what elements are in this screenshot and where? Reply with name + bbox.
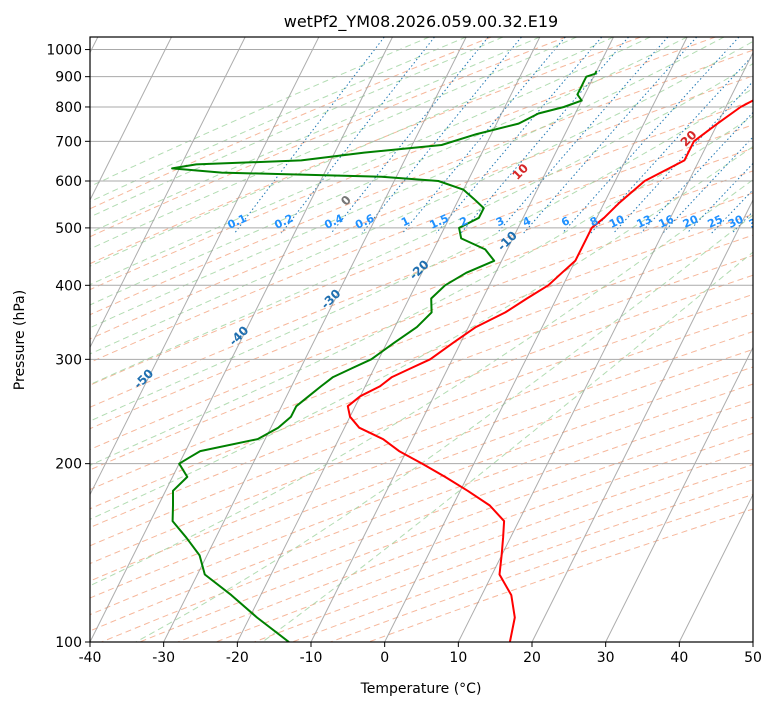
y-tick-label: 600 [55,174,82,190]
background-lines [0,37,775,642]
moist-adiabat [0,37,775,642]
dry-adiabat [0,37,775,642]
dry-adiabat [0,37,641,642]
mixing-ratio-label: 0.1 [226,212,249,232]
moist-adiabat [0,37,540,386]
mixing-ratio-line [753,37,775,233]
y-tick-label: 500 [55,221,82,237]
x-axis-label: Temperature (°C) [360,681,482,697]
x-tick-label: 30 [597,650,615,666]
dry-adiabat [0,37,775,642]
y-axis-ticks: 100 200 300 400 500 600 700 800 900 1000 [46,43,90,651]
dry-adiabat [0,37,775,642]
dry-adiabat [0,37,775,642]
x-tick-label: -40 [79,650,102,666]
dry-adiabat [0,37,775,642]
y-tick-label: 400 [55,278,82,294]
mixing-ratio-label: 1.5 [428,212,451,232]
x-tick-label: -30 [152,650,175,666]
x-tick-label: 0 [380,650,389,666]
mixing-ratio-label: 0.2 [272,212,295,232]
dry-adiabat [178,37,775,642]
mixing-ratio-line [436,37,601,233]
moist-adiabat [0,37,761,538]
plot-frame [90,37,753,642]
dry-adiabat [0,37,775,642]
x-tick-label: 20 [523,650,541,666]
x-tick-label: -20 [226,650,249,666]
mixing-ratio-line [331,37,488,233]
dry-adiabat [0,37,775,642]
x-tick-label: 10 [449,650,467,666]
dry-adiabat [63,37,775,642]
y-tick-label: 1000 [46,43,82,59]
mixing-ratio-label: 0.4 [322,212,345,232]
mixing-ratio-line [687,37,775,233]
mixing-ratio-label: 1 [399,214,411,229]
dry-adiabat [331,37,775,642]
dry-adiabat [0,37,775,642]
dry-adiabat [216,37,775,642]
moist-adiabat [0,37,687,477]
dry-adiabat [0,37,775,642]
moist-adiabat [0,37,775,642]
grid-lines [0,37,775,642]
y-axis-label: Pressure (hPa) [12,290,28,390]
y-tick-label: 900 [55,70,82,86]
y-tick-label: 300 [55,352,82,368]
isotherm-label: -60 [37,407,62,432]
dry-adiabat [0,37,775,642]
y-tick-label: 100 [55,635,82,651]
isotherm [606,37,775,642]
isotherm [0,37,245,642]
dry-adiabat [0,37,775,642]
x-tick-label: -10 [300,650,323,666]
moist-adiabat [0,37,775,642]
mixing-ratio-label: 3 [494,214,506,229]
isotherm [679,37,775,642]
moist-adiabat [0,37,503,364]
isotherm [237,37,540,642]
isotherm [16,37,319,642]
wetbulb-label: 20 [678,128,700,150]
mixing-ratio-line [403,37,566,233]
temperature-profile [348,71,775,642]
y-tick-label: 200 [55,457,82,473]
dry-adiabat [0,37,775,642]
y-tick-label: 800 [55,100,82,116]
mixing-ratio-label: 4 [521,214,534,229]
mixing-ratio-label: 6 [559,214,572,229]
isotherm [753,37,775,642]
mixing-ratio-line [524,37,697,233]
moist-adiabat [0,37,775,585]
dry-adiabat [0,37,775,642]
moist-adiabat [0,37,650,451]
isotherm [385,37,688,642]
x-tick-label: 50 [744,650,762,666]
dry-adiabat [0,37,775,642]
chart-title: wetPf2_YM08.2026.059.00.32.E19 [284,12,558,32]
wetbulb-label: 0 [338,193,354,209]
dry-adiabat [0,37,775,642]
x-tick-label: 40 [670,650,688,666]
y-tick-label: 700 [55,134,82,150]
mixing-ratio-line [362,37,521,233]
x-axis-ticks: -40 -30 -20 -10 0 10 20 30 40 50 [79,642,762,666]
profile-lines [172,71,775,642]
isotherm [164,37,467,642]
